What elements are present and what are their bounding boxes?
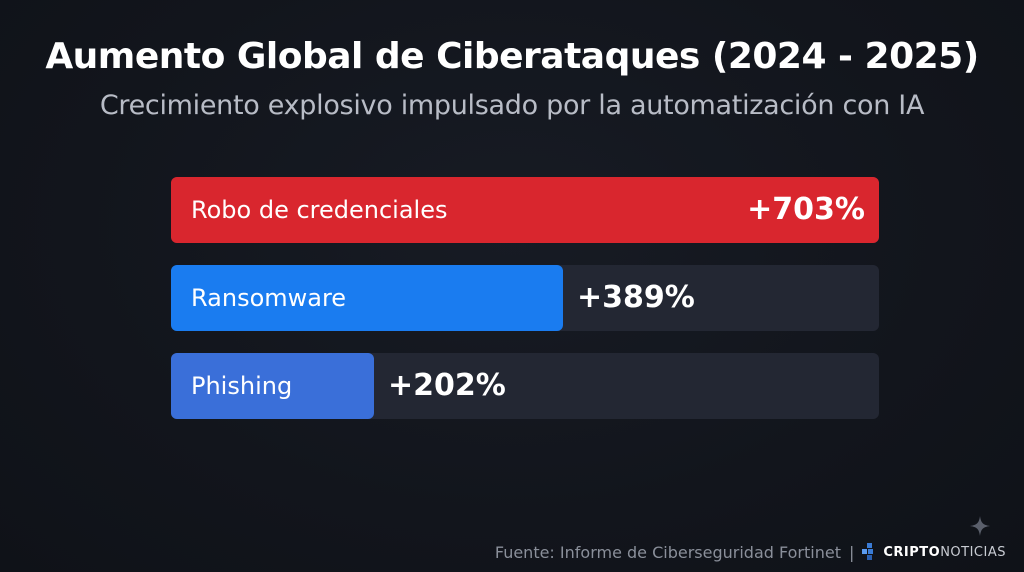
bar-track: Phishing +202% [171, 353, 879, 419]
bar-value-label: +703% [747, 192, 865, 227]
bar-track: Robo de credenciales +703% [171, 177, 879, 243]
bar-label: Ransomware [191, 284, 347, 312]
bar-value-label: +202% [388, 368, 506, 403]
criptonoticias-logo-icon [862, 543, 874, 560]
source-text: Fuente: Informe de Ciberseguridad Fortin… [494, 542, 841, 562]
bar-label: Phishing [191, 372, 293, 400]
logo-text-bold: CRIPTO [883, 544, 941, 560]
bar [171, 177, 879, 243]
footer: Fuente: Informe de Ciberseguridad Fortin… [495, 538, 1006, 566]
bar-label: Robo de credenciales [191, 196, 448, 224]
footer-separator: | [848, 542, 855, 562]
bar [171, 265, 563, 331]
bar-value-label: +389% [577, 280, 695, 315]
bar [171, 353, 374, 419]
bar-track: Ransomware +389% [171, 265, 879, 331]
sparkle-icon [970, 516, 990, 536]
bar-chart: Robo de credenciales +703% Ransomware +389%… [171, 177, 879, 419]
chart-title: Aumento Global de Ciberataques (2024 - 2… [45, 36, 979, 77]
criptonoticias-logo[interactable]: CRIPTONOTICIAS [862, 543, 1006, 561]
logo-text-light: NOTICIAS [940, 544, 1006, 560]
chart-subtitle: Crecimiento explosivo impulsado por la a… [99, 90, 925, 121]
